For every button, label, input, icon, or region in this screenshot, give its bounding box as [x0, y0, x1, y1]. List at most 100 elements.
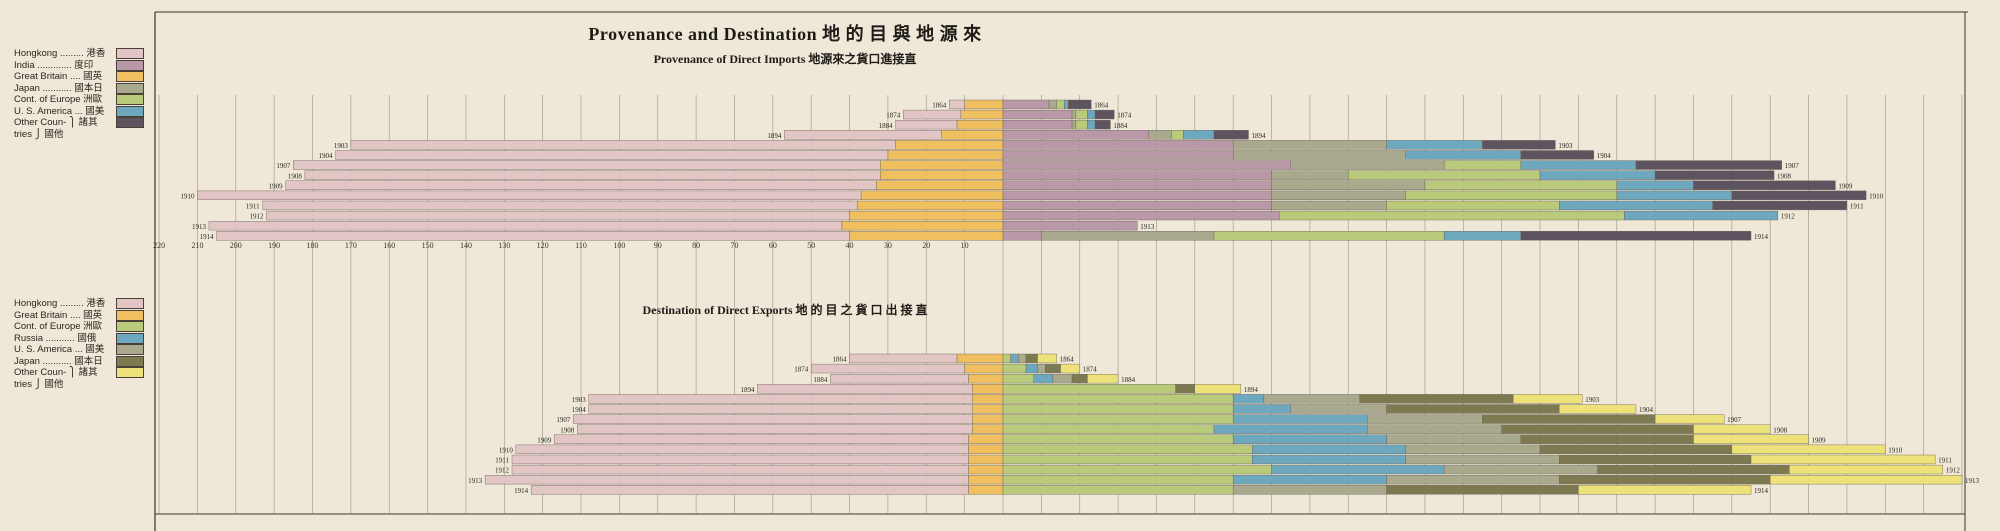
- year-label: 1894: [1252, 132, 1267, 140]
- bar-segment: [1232, 394, 1265, 404]
- x-tick-label: 10: [961, 241, 969, 250]
- legend-item: Hongkong ......... 港香: [14, 48, 149, 60]
- bar-segment: [968, 485, 1004, 495]
- bar-segment: [968, 374, 1004, 384]
- year-label: 1909: [537, 436, 552, 444]
- year-label: 1908: [288, 172, 303, 180]
- bar-segment: [1002, 220, 1138, 231]
- legend-item: Japan ........... 國本日: [14, 355, 149, 368]
- legend-swatch: [116, 71, 144, 82]
- year-label: 1914: [200, 233, 215, 241]
- legend-label: tries ⎭ 國他: [14, 378, 64, 390]
- legend-label: U. S. America ... 國美: [14, 105, 105, 117]
- bar-segment: [1520, 231, 1752, 241]
- bar-segment: [573, 414, 973, 424]
- year-label: 1914: [1754, 487, 1769, 495]
- bar-segment: [1386, 434, 1522, 444]
- bar-segment: [1597, 464, 1790, 475]
- bar-segment: [857, 200, 1004, 211]
- bar-segment: [1386, 140, 1483, 150]
- x-tick-label: 30: [884, 241, 892, 250]
- legend-swatch: [116, 298, 144, 309]
- year-label: 1903: [572, 396, 587, 404]
- bar-segment: [830, 374, 969, 384]
- bar-segment: [956, 353, 1004, 364]
- x-tick-label: 130: [498, 241, 510, 250]
- bar-segment: [1033, 374, 1054, 384]
- bar-segment: [1087, 374, 1119, 384]
- year-label: 1884: [813, 376, 828, 384]
- legend-swatch: [116, 117, 144, 128]
- x-tick-label: 220: [153, 241, 165, 250]
- bar-segment: [1520, 434, 1694, 444]
- bar-segment: [1232, 434, 1387, 444]
- year-label: 1903: [1558, 142, 1573, 150]
- bar-segment: [903, 109, 962, 120]
- bar-segment: [1290, 404, 1387, 414]
- bar-segment: [1002, 374, 1034, 384]
- bar-segment: [1002, 160, 1291, 170]
- bar-segment: [956, 119, 1004, 130]
- legend-label: Cont. of Europe 洲歐: [14, 94, 103, 105]
- bar-segment: [1616, 180, 1694, 190]
- bar-segment: [968, 444, 1004, 454]
- x-tick-label: 60: [769, 241, 777, 250]
- bar-segment: [1002, 404, 1234, 414]
- bar-segment: [1512, 394, 1583, 404]
- bar-segment: [1002, 180, 1272, 190]
- x-tick-label: 170: [345, 241, 357, 250]
- x-tick-label: 80: [692, 241, 700, 250]
- bar-segment: [1002, 130, 1149, 140]
- bar-segment: [1271, 170, 1349, 180]
- bar-segment: [1769, 475, 1963, 485]
- legend-label: Great Britain .... 國英: [14, 71, 103, 82]
- bar-segment: [515, 444, 969, 454]
- bar-segment: [972, 424, 1004, 434]
- bar-segment: [1002, 210, 1280, 221]
- year-label: 1910: [1888, 447, 1903, 455]
- legend-item: Russia ........... 國俄: [14, 332, 149, 345]
- bar-segment: [1386, 200, 1560, 211]
- bar-segment: [1559, 454, 1752, 465]
- bar-segment: [1002, 190, 1272, 200]
- bar-segment: [784, 130, 942, 140]
- bar-segment: [350, 140, 896, 150]
- year-label: 1894: [740, 386, 755, 394]
- legend-swatch: [116, 321, 144, 332]
- legend-label: Great Britain .... 國英: [14, 309, 103, 321]
- bar-segment: [1213, 130, 1249, 140]
- bar-segment: [841, 220, 1004, 231]
- bar-segment: [895, 140, 1004, 150]
- x-tick-label: 150: [422, 241, 434, 250]
- bar-segment: [880, 170, 1004, 180]
- bar-segment: [968, 475, 1004, 485]
- legend-item: Cont. of Europe 洲歐: [14, 321, 149, 333]
- legend-label: Japan ........... 國本日: [14, 82, 103, 94]
- imports-legend: Hongkong ......... 港香 India .............…: [14, 48, 149, 140]
- year-label: 1874: [794, 366, 809, 374]
- bar-segment: [1232, 414, 1368, 424]
- legend-label: Russia ........... 國俄: [14, 332, 97, 344]
- bar-segment: [1002, 140, 1234, 150]
- year-label: 1912: [249, 213, 264, 221]
- bar-segment: [1278, 210, 1625, 221]
- year-label: 1914: [514, 487, 529, 495]
- bar-segment: [1654, 170, 1775, 180]
- bar-segment: [1520, 150, 1594, 160]
- bar-segment: [1482, 414, 1656, 424]
- bar-segment: [849, 353, 958, 364]
- bar-segment: [1539, 170, 1656, 180]
- legend-item: U. S. America ... 國美: [14, 105, 149, 118]
- bar-segment: [1060, 363, 1080, 374]
- bar-segment: [1232, 404, 1291, 414]
- bar-segment: [895, 119, 958, 130]
- bar-segment: [1071, 109, 1077, 120]
- bar-segment: [1094, 109, 1115, 120]
- bar-segment: [968, 454, 1004, 465]
- bar-segment: [1041, 231, 1215, 241]
- year-label: 1884: [1121, 376, 1136, 384]
- year-label: 1914: [1754, 233, 1769, 241]
- bar-segment: [1002, 424, 1215, 434]
- bar-segment: [1037, 353, 1057, 364]
- bar-segment: [1094, 119, 1111, 130]
